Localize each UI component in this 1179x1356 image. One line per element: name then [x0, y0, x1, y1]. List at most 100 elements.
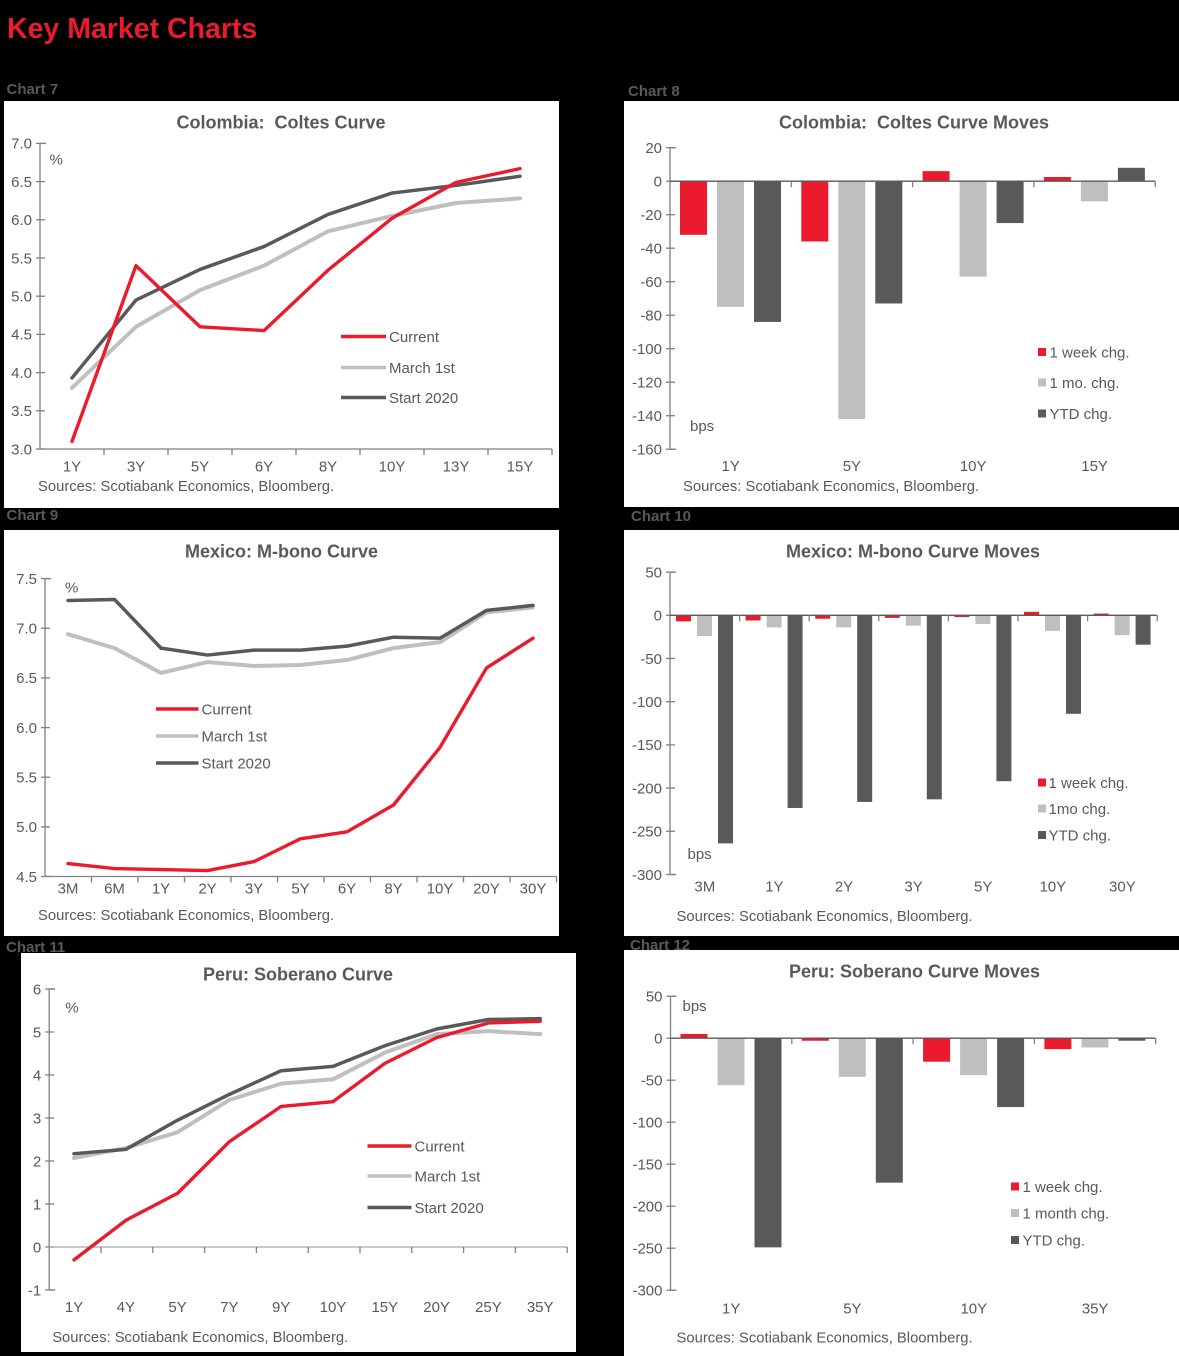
- svg-text:-100: -100: [632, 1115, 662, 1132]
- svg-text:-200: -200: [632, 780, 662, 797]
- svg-text:YTD chg.: YTD chg.: [1023, 1232, 1086, 1249]
- svg-text:YTD chg.: YTD chg.: [1049, 827, 1112, 844]
- svg-text:8Y: 8Y: [384, 881, 402, 898]
- svg-text:5.5: 5.5: [11, 250, 32, 267]
- svg-text:1 week chg.: 1 week chg.: [1049, 775, 1129, 792]
- svg-text:4.5: 4.5: [11, 327, 32, 344]
- svg-text:-20: -20: [640, 207, 662, 224]
- svg-text:1 month chg.: 1 month chg.: [1023, 1205, 1110, 1222]
- svg-text:Peru: Soberano Curve Moves: Peru: Soberano Curve Moves: [789, 962, 1040, 982]
- svg-text:5Y: 5Y: [843, 458, 861, 475]
- svg-text:1: 1: [33, 1196, 41, 1213]
- svg-text:15Y: 15Y: [507, 459, 534, 476]
- svg-text:2Y: 2Y: [835, 879, 853, 896]
- svg-text:13Y: 13Y: [443, 459, 470, 476]
- svg-text:6.0: 6.0: [11, 212, 32, 229]
- svg-text:-150: -150: [632, 1157, 662, 1174]
- svg-text:1mo chg.: 1mo chg.: [1049, 801, 1111, 818]
- svg-text:25Y: 25Y: [475, 1299, 502, 1316]
- svg-text:7.5: 7.5: [16, 571, 37, 588]
- svg-text:-150: -150: [632, 737, 662, 754]
- svg-text:1Y: 1Y: [63, 459, 81, 476]
- svg-text:0: 0: [654, 1031, 662, 1048]
- svg-text:Start 2020: Start 2020: [202, 755, 271, 772]
- svg-text:35Y: 35Y: [527, 1299, 554, 1316]
- svg-text:-300: -300: [632, 867, 662, 884]
- svg-text:2: 2: [33, 1153, 41, 1170]
- svg-text:Peru: Soberano Curve: Peru: Soberano Curve: [203, 965, 393, 985]
- svg-text:30Y: 30Y: [520, 881, 547, 898]
- svg-text:-250: -250: [632, 824, 662, 841]
- svg-text:3.5: 3.5: [11, 403, 32, 420]
- svg-text:1Y: 1Y: [722, 458, 740, 475]
- svg-text:0: 0: [654, 608, 662, 625]
- svg-text:6.5: 6.5: [16, 670, 37, 687]
- svg-text:4.0: 4.0: [11, 365, 32, 382]
- svg-text:10Y: 10Y: [960, 1301, 987, 1318]
- svg-text:1Y: 1Y: [722, 1301, 740, 1318]
- svg-text:Colombia: Coltes Curve Moves: Colombia: Coltes Curve Moves: [779, 113, 1049, 133]
- svg-text:9Y: 9Y: [272, 1299, 290, 1316]
- svg-text:30Y: 30Y: [1109, 879, 1136, 896]
- svg-text:Current: Current: [202, 701, 253, 718]
- svg-text:-250: -250: [632, 1241, 662, 1258]
- svg-text:-60: -60: [640, 274, 662, 291]
- svg-text:6Y: 6Y: [255, 459, 273, 476]
- svg-text:5.5: 5.5: [16, 770, 37, 787]
- svg-text:-40: -40: [640, 241, 662, 258]
- svg-text:7.0: 7.0: [16, 621, 37, 638]
- svg-text:7.0: 7.0: [11, 136, 32, 153]
- svg-text:March 1st: March 1st: [202, 728, 269, 745]
- svg-text:6Y: 6Y: [338, 881, 356, 898]
- svg-text:6.5: 6.5: [11, 174, 32, 191]
- svg-text:Sources: Scotiabank Economics,: Sources: Scotiabank Economics, Bloomberg…: [677, 909, 973, 925]
- svg-text:bps: bps: [690, 418, 714, 435]
- svg-text:Sources: Scotiabank Economics,: Sources: Scotiabank Economics, Bloomberg…: [677, 1331, 973, 1347]
- svg-text:3Y: 3Y: [245, 881, 263, 898]
- svg-text:5.0: 5.0: [11, 289, 32, 306]
- svg-text:35Y: 35Y: [1082, 1301, 1109, 1318]
- svg-text:6.0: 6.0: [16, 720, 37, 737]
- svg-text:1Y: 1Y: [65, 1299, 83, 1316]
- svg-text:10Y: 10Y: [960, 458, 987, 475]
- svg-text:Sources: Scotiabank Economics,: Sources: Scotiabank Economics, Bloomberg…: [52, 1330, 348, 1346]
- svg-text:3: 3: [33, 1110, 41, 1127]
- svg-text:3Y: 3Y: [904, 879, 922, 896]
- svg-text:1 mo. chg.: 1 mo. chg.: [1050, 375, 1120, 392]
- svg-text:3M: 3M: [694, 879, 715, 896]
- svg-text:5Y: 5Y: [168, 1299, 186, 1316]
- svg-text:1 week chg.: 1 week chg.: [1023, 1179, 1103, 1196]
- svg-text:bps: bps: [683, 998, 707, 1015]
- svg-text:-300: -300: [632, 1283, 662, 1300]
- svg-text:8Y: 8Y: [319, 459, 337, 476]
- svg-text:10Y: 10Y: [379, 459, 406, 476]
- svg-text:1Y: 1Y: [765, 879, 783, 896]
- svg-text:3.0: 3.0: [11, 441, 32, 458]
- svg-text:20: 20: [645, 140, 662, 157]
- svg-text:1Y: 1Y: [152, 881, 170, 898]
- svg-text:-100: -100: [632, 694, 662, 711]
- svg-text:4Y: 4Y: [117, 1299, 135, 1316]
- svg-text:Mexico: M-bono Curve: Mexico: M-bono Curve: [185, 542, 378, 562]
- svg-text:15Y: 15Y: [1081, 458, 1108, 475]
- svg-text:Start 2020: Start 2020: [389, 390, 458, 407]
- svg-text:Sources: Scotiabank Economics,: Sources: Scotiabank Economics, Bloomberg…: [683, 479, 979, 495]
- svg-text:7Y: 7Y: [220, 1299, 238, 1316]
- svg-text:%: %: [65, 1000, 78, 1017]
- svg-text:-100: -100: [632, 341, 662, 358]
- svg-text:10Y: 10Y: [320, 1299, 347, 1316]
- svg-text:50: 50: [645, 564, 662, 581]
- svg-text:3M: 3M: [58, 881, 79, 898]
- svg-text:6M: 6M: [104, 881, 125, 898]
- svg-text:2Y: 2Y: [198, 881, 216, 898]
- svg-text:March 1st: March 1st: [415, 1168, 482, 1185]
- svg-text:March 1st: March 1st: [389, 360, 456, 377]
- svg-text:10Y: 10Y: [427, 881, 454, 898]
- svg-text:-200: -200: [632, 1199, 662, 1216]
- svg-text:3Y: 3Y: [127, 459, 145, 476]
- svg-text:-1: -1: [28, 1282, 41, 1299]
- svg-text:%: %: [65, 580, 78, 597]
- svg-text:5Y: 5Y: [291, 881, 309, 898]
- svg-text:Current: Current: [415, 1138, 466, 1155]
- svg-text:5: 5: [33, 1024, 41, 1041]
